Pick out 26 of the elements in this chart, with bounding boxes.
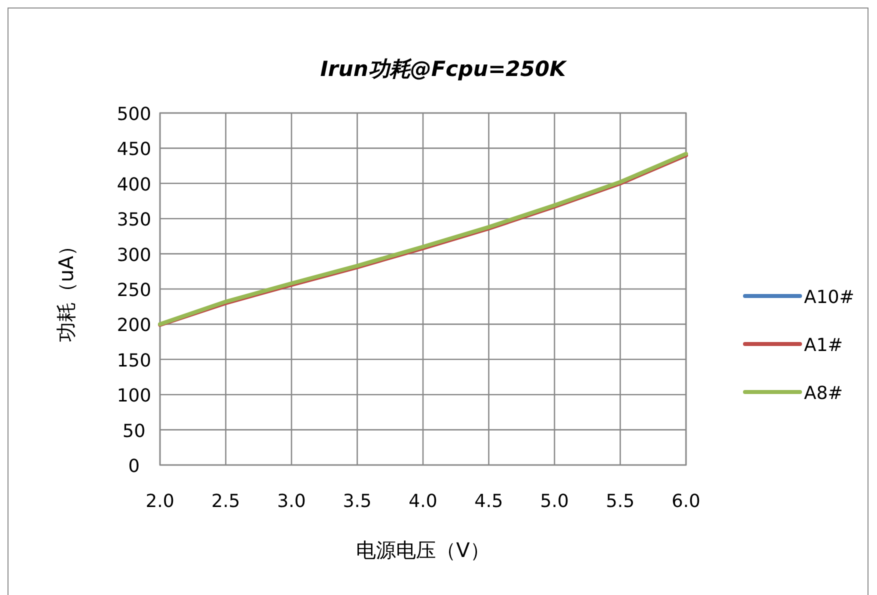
x-axis-title: 电源电压（V） bbox=[356, 538, 490, 562]
x-tick-label: 6.0 bbox=[672, 491, 700, 512]
y-tick-label: 250 bbox=[116, 280, 152, 301]
y-axis-title: 功耗（uA） bbox=[54, 236, 78, 342]
y-tick-label: 0 bbox=[128, 456, 140, 477]
x-tick-label: 5.0 bbox=[540, 491, 569, 512]
y-tick-label: 100 bbox=[116, 386, 152, 407]
x-tick-label: 3.0 bbox=[277, 491, 306, 512]
x-tick-label: 4.0 bbox=[408, 491, 438, 512]
chart-title: Irun功耗@Fcpu=250K bbox=[320, 57, 568, 81]
y-tick-label: 200 bbox=[116, 315, 152, 336]
x-tick-label: 2.0 bbox=[146, 491, 174, 512]
x-tick-label: 2.5 bbox=[211, 491, 240, 512]
x-tick-label: 4.5 bbox=[474, 491, 504, 512]
x-tick-label: 3.5 bbox=[342, 491, 372, 512]
y-tick-label: 50 bbox=[122, 420, 146, 442]
y-tick-label: 400 bbox=[116, 174, 152, 196]
legend-label: A1# bbox=[804, 335, 843, 356]
x-tick-label: 5.5 bbox=[606, 491, 635, 512]
legend-label: A10# bbox=[804, 287, 854, 308]
y-tick-label: 500 bbox=[116, 104, 152, 125]
y-tick-label: 150 bbox=[116, 350, 152, 372]
y-tick-label: 300 bbox=[116, 244, 152, 266]
legend-label: A8# bbox=[804, 383, 843, 404]
y-tick-label: 350 bbox=[116, 210, 152, 231]
y-tick-label: 450 bbox=[116, 139, 152, 160]
